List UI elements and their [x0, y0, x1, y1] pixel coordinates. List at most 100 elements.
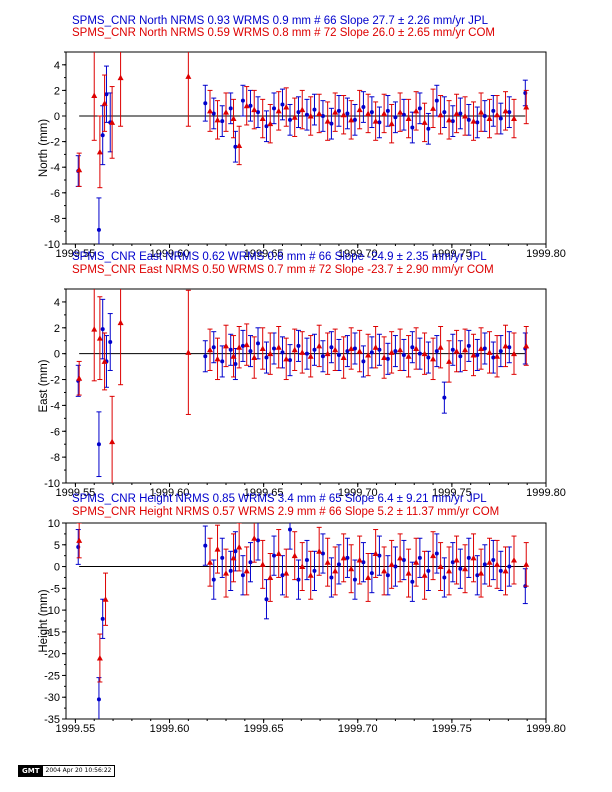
- north-panel: SPMS_CNR North NRMS 0.93 WRMS 0.9 mm # 6…: [38, 15, 566, 260]
- height-panel: SPMS_CNR Height NRMS 0.85 WRMS 3.4 mm # …: [38, 493, 566, 735]
- east-ytick-label: 4: [54, 297, 60, 309]
- height-xtick-label: 1999.65: [244, 723, 284, 735]
- data-point-triangle: [243, 102, 250, 109]
- data-point-circle: [296, 343, 301, 348]
- data-point-circle: [203, 354, 208, 359]
- east-panel: SPMS_CNR East NRMS 0.62 WRMS 0.6 mm # 66…: [38, 251, 566, 499]
- data-point-triangle: [340, 111, 347, 118]
- data-point-circle: [256, 538, 260, 543]
- height-ytick-label: 10: [48, 518, 60, 530]
- data-point-triangle: [91, 92, 98, 99]
- data-point-triangle: [251, 106, 258, 113]
- data-point-triangle: [372, 118, 379, 124]
- data-point-triangle: [275, 107, 282, 114]
- height-ytick-label: -15: [44, 627, 60, 639]
- north-xtick-label: 1999.70: [338, 248, 378, 260]
- data-point-circle: [417, 555, 422, 560]
- data-point-circle: [248, 349, 253, 354]
- data-point-circle: [352, 346, 357, 351]
- data-point-triangle: [437, 344, 444, 350]
- height-xtick-label: 1999.55: [56, 723, 96, 735]
- east-series-jpl: [75, 298, 528, 478]
- data-point-circle: [450, 560, 455, 565]
- data-point-triangle: [236, 142, 243, 148]
- north-ytick-label: -4: [50, 162, 60, 174]
- data-point-triangle: [283, 570, 290, 576]
- data-point-triangle: [381, 567, 388, 574]
- data-point-circle: [203, 101, 208, 106]
- data-point-triangle: [413, 345, 420, 351]
- north-ytick-label: -2: [50, 137, 60, 149]
- data-point-triangle: [316, 110, 323, 116]
- data-point-circle: [304, 351, 309, 356]
- east-ytick-label: 0: [54, 349, 60, 361]
- data-point-circle: [288, 527, 292, 532]
- east-xtick-label: 1999.80: [526, 487, 566, 499]
- height-ytick-label: -5: [50, 583, 60, 595]
- data-point-circle: [248, 103, 253, 108]
- data-point-triangle: [291, 114, 298, 120]
- north-xtick-label: 1999.75: [432, 248, 472, 260]
- data-point-circle: [498, 349, 503, 354]
- data-point-triangle: [388, 349, 395, 355]
- data-point-triangle: [413, 107, 420, 114]
- data-point-circle: [385, 573, 390, 578]
- east-xtick-label: 1999.55: [56, 487, 96, 499]
- data-point-triangle: [185, 349, 192, 355]
- east-title-line-1: SPMS_CNR East NRMS 0.62 WRMS 0.6 mm # 66…: [72, 251, 487, 263]
- height-ytick-label: 0: [54, 562, 60, 574]
- data-point-circle: [442, 110, 447, 115]
- data-point-triangle: [96, 335, 103, 341]
- gmt-logo: GMT: [19, 766, 43, 776]
- height-ytick-label: -35: [44, 714, 60, 726]
- data-point-circle: [401, 112, 406, 117]
- data-point-circle: [312, 347, 317, 352]
- data-point-triangle: [511, 557, 517, 563]
- data-point-triangle: [421, 350, 428, 357]
- data-point-circle: [498, 568, 503, 573]
- data-point-triangle: [207, 107, 213, 114]
- height-ytick-label: -25: [44, 670, 60, 682]
- data-point-triangle: [405, 353, 412, 359]
- data-point-triangle: [259, 345, 266, 351]
- data-point-circle: [507, 345, 512, 350]
- east-xtick-label: 1999.70: [338, 487, 378, 499]
- data-point-circle: [482, 346, 487, 351]
- data-point-circle: [211, 345, 216, 350]
- data-point-circle: [96, 442, 101, 447]
- east-xtick-label: 1999.65: [244, 487, 284, 499]
- north-ytick-label: -8: [50, 213, 60, 225]
- east-ytick-label: -4: [50, 400, 60, 412]
- data-point-triangle: [307, 113, 314, 119]
- height-ytick-label: -20: [44, 649, 60, 661]
- data-point-triangle: [356, 557, 363, 563]
- height-ytick-label: 5: [54, 540, 60, 552]
- data-point-circle: [104, 92, 109, 97]
- data-point-triangle: [324, 559, 331, 565]
- data-point-triangle: [372, 550, 379, 556]
- east-xtick-label: 1999.75: [432, 487, 472, 499]
- data-point-circle: [507, 564, 512, 569]
- data-point-triangle: [236, 344, 243, 350]
- data-point-circle: [369, 350, 374, 355]
- data-point-circle: [264, 597, 269, 602]
- data-point-triangle: [316, 548, 323, 554]
- data-point-triangle: [470, 118, 477, 124]
- data-point-circle: [228, 347, 233, 352]
- north-xtick-label: 1999.55: [56, 248, 96, 260]
- data-point-triangle: [523, 104, 530, 110]
- data-point-circle: [475, 352, 480, 357]
- data-point-circle: [256, 341, 260, 346]
- north-ytick-label: -10: [44, 239, 60, 251]
- north-xtick-label: 1999.60: [150, 248, 190, 260]
- data-point-triangle: [511, 115, 517, 122]
- data-point-triangle: [470, 554, 477, 561]
- data-point-circle: [466, 117, 471, 122]
- data-point-circle: [228, 568, 233, 573]
- data-point-circle: [458, 111, 463, 116]
- data-point-triangle: [430, 105, 437, 111]
- data-point-triangle: [223, 342, 229, 349]
- data-point-triangle: [299, 106, 306, 113]
- north-title-line-1: SPMS_CNR North NRMS 0.93 WRMS 0.9 mm # 6…: [72, 15, 489, 27]
- data-point-triangle: [453, 110, 460, 116]
